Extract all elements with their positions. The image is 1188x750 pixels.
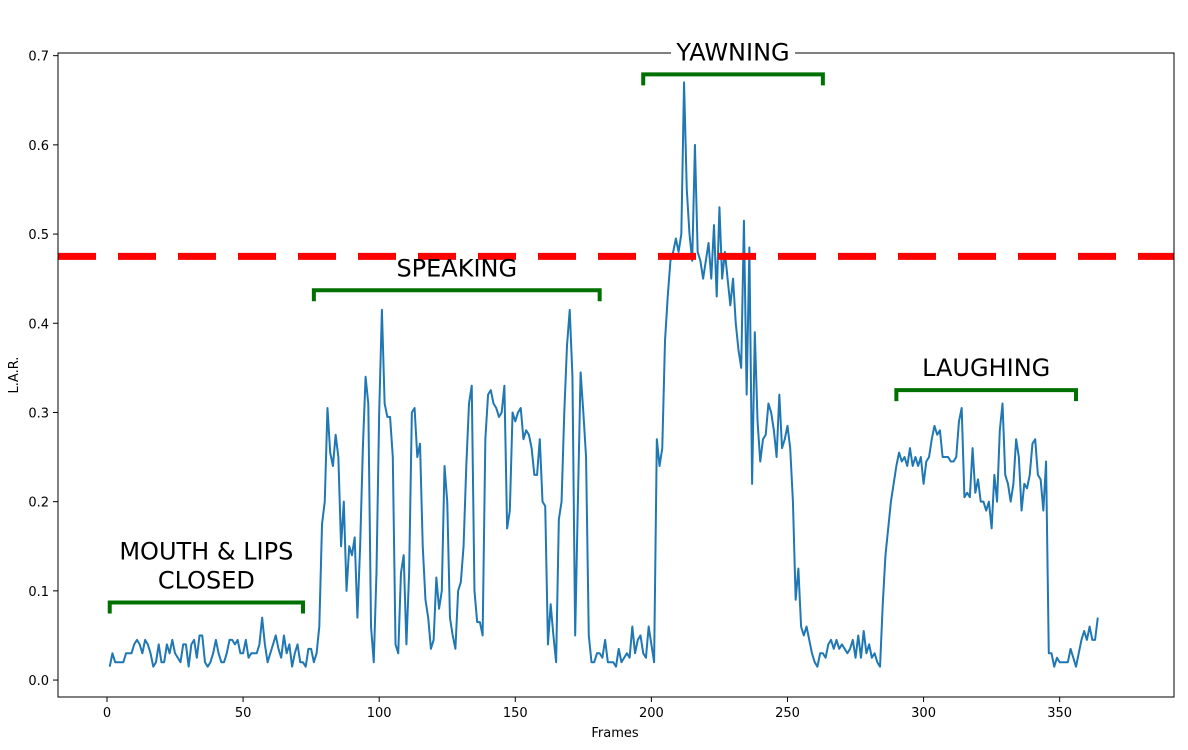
annotation-bracket-2 [641,72,825,86]
x-tick-label: 150 [503,706,528,721]
annotation-label: LAUGHING [922,354,1050,382]
x-tick-label: 50 [235,706,252,721]
annotation-label: YAWNING [675,38,789,66]
annotation-label: MOUTH & LIPS [119,537,293,565]
x-tick-label: 100 [367,706,392,721]
annotation-label-bg [671,36,796,65]
x-tick-label: 200 [639,706,664,721]
y-tick-label: 0.7 [28,50,49,65]
x-tick-label: 300 [911,706,936,721]
y-tick-label: 0.2 [28,496,49,511]
y-tick-label: 0.5 [28,228,49,243]
annotation-label: CLOSED [158,566,255,594]
annotation-label: SPEAKING [396,254,517,282]
x-axis: 0 50 100 150 200 250 300 350 [103,697,1072,721]
x-tick-label: 0 [103,706,111,721]
series-line-0 [108,81,1099,668]
annotation-bracket-1 [311,288,602,302]
y-tick-label: 0.3 [28,406,49,421]
y-tick-label: 0.0 [28,674,49,689]
y-axis-label: L.A.R. [7,357,22,394]
x-tick-label: 250 [775,706,800,721]
annotation-bracket-3 [894,388,1079,402]
y-tick-label: 0.1 [28,585,49,600]
plot-area [58,81,1174,668]
x-axis-label: Frames [591,726,639,741]
annotation-bracket-0 [107,600,305,614]
x-tick-label: 350 [1047,706,1072,721]
y-axis: 0.0 0.1 0.2 0.3 0.4 0.5 0.6 0.7 [28,50,58,689]
y-tick-label: 0.6 [28,139,49,154]
y-tick-label: 0.4 [28,317,49,332]
axes-frame [57,52,1175,698]
